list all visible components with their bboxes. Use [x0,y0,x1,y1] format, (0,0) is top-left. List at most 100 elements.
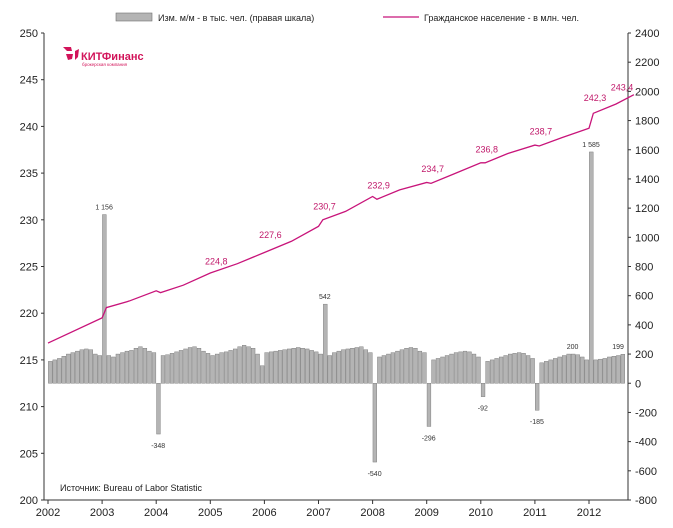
bar [386,353,391,384]
bar [309,350,314,384]
bar [566,353,571,384]
legend-line-label: Гражданское население - в млн. чел. [424,13,579,23]
bar [467,351,472,384]
x-tick-label: 2008 [360,507,384,519]
bar [517,352,522,384]
bar-data-labels: 1 156 -348 542 -540 -296 -92 -185 200 1 585 199 [95,142,624,478]
left-tick-label: 215 [20,355,38,367]
line-data-label: 243,4 [611,83,634,93]
bar [377,356,382,384]
source-note: Источник: Bureau of Labor Statistic [60,483,202,493]
bar [48,361,53,384]
bar [219,352,224,384]
bar [106,355,111,384]
left-axis-ticks: 200 205 210 215 220 225 230 235 240 245 250 [20,28,44,507]
right-tick-label: 1600 [635,145,659,157]
bar [296,347,301,384]
bar [471,353,477,384]
bar [120,352,125,384]
bar [291,348,296,384]
bar [544,361,549,384]
right-tick-label: 1800 [635,116,659,128]
left-tick-label: 250 [20,28,38,40]
bar [210,355,215,384]
bar [435,358,441,384]
x-tick-label: 2012 [577,507,601,519]
right-tick-label: 400 [635,320,653,332]
legend-bar-swatch [115,12,153,22]
x-tick-label: 2006 [252,507,276,519]
bar [598,358,603,384]
x-tick-label: 2004 [144,507,168,519]
bar [255,353,260,384]
bar [174,351,179,384]
bar [61,356,66,384]
bar-series [48,151,625,463]
bar [390,352,396,384]
population-line [47,94,635,344]
bar [413,348,418,384]
bar [251,348,256,384]
bar [264,352,269,384]
bar [183,348,188,384]
bar [408,347,414,384]
x-tick-label: 2010 [469,507,493,519]
bar [589,151,594,384]
legend-item-bars: Изм. м/м - в тыс. чел. (правая шкала) [115,12,314,23]
bar [381,355,386,384]
bar [138,346,143,384]
right-tick-label: 0 [635,378,641,390]
bar [368,352,373,384]
logo-name: КИТФинанс [81,51,144,63]
bar [88,349,93,384]
bar [228,350,233,384]
bar [66,353,71,384]
bar [214,353,220,384]
bar [246,346,251,384]
bar-data-label: -348 [151,443,165,450]
right-tick-label: 2000 [635,86,659,98]
left-tick-label: 200 [20,495,38,507]
bar [526,355,531,384]
bar [97,355,102,384]
bar [327,355,332,384]
bar [129,350,134,384]
bar [444,355,450,384]
left-tick-label: 205 [20,448,38,460]
bar [115,353,120,384]
bar [151,352,157,384]
bar [359,346,364,384]
bar [363,349,368,384]
bar [147,350,152,384]
bar [611,356,616,384]
bar [84,348,89,384]
bar [300,348,305,384]
bar [287,348,292,384]
bar [372,383,377,463]
x-tick-label: 2011 [523,507,547,519]
bar [602,358,607,384]
bar [187,347,193,384]
bar [165,354,170,384]
bar [422,352,427,384]
bar [417,350,423,384]
bar [124,350,130,384]
logo-tagline: брокерская компания [82,62,128,67]
bar-data-label: 1 585 [582,142,600,149]
bar-data-label: 200 [567,344,579,351]
bar [485,361,490,384]
right-tick-label: -200 [635,407,657,419]
bar [156,383,161,435]
bar [241,345,247,384]
bar [553,358,558,384]
bar [607,356,612,384]
bar [616,355,621,384]
bar [548,359,553,384]
line-data-label: 242,3 [584,93,607,103]
bar [539,362,544,384]
bar [323,303,328,384]
left-tick-label: 235 [20,168,38,180]
bar [580,356,585,384]
bar [575,354,580,384]
